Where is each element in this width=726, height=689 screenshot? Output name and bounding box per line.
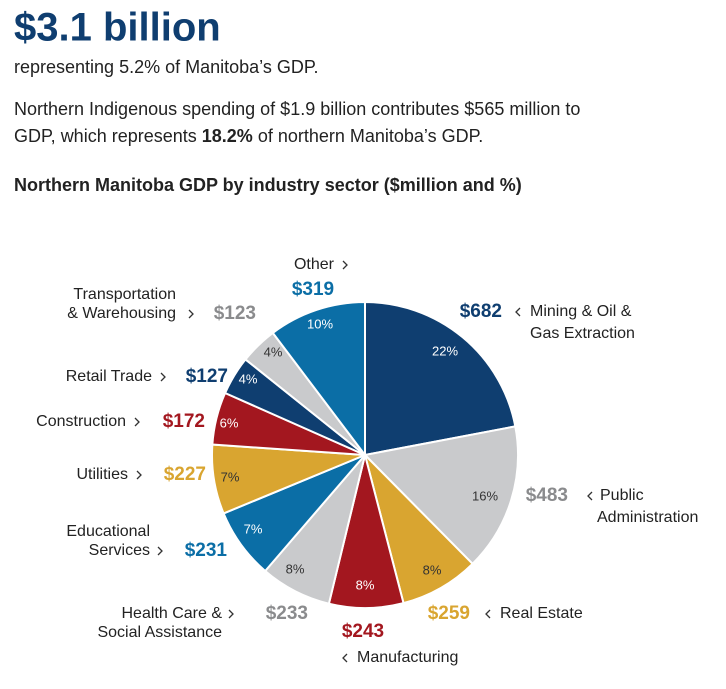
- percent-label: 16%: [472, 488, 498, 503]
- value-label: $682: [460, 301, 502, 322]
- category-label: Mining & Oil &: [530, 303, 632, 320]
- category-label: Public: [600, 487, 644, 504]
- arrow: [157, 546, 163, 556]
- category-label: Social Assistance: [97, 624, 222, 641]
- category-label: Administration: [597, 509, 698, 526]
- chart-title: Northern Manitoba GDP by industry sector…: [14, 175, 522, 195]
- paragraph-emphasis: 18.2%: [202, 126, 253, 146]
- value-label: $259: [428, 603, 470, 624]
- arrow: [515, 307, 521, 317]
- category-label: Manufacturing: [357, 649, 458, 666]
- percent-label: 8%: [356, 577, 375, 592]
- value-label: $231: [185, 540, 228, 561]
- percent-label: 4%: [239, 371, 258, 386]
- category-label: Construction: [36, 413, 126, 430]
- category-label: Retail Trade: [66, 368, 152, 385]
- value-label: $233: [266, 603, 308, 624]
- category-label: Real Estate: [500, 605, 583, 622]
- category-label: Educational: [66, 523, 150, 540]
- value-label: $127: [186, 366, 228, 387]
- arrow: [160, 372, 166, 382]
- arrow: [587, 491, 593, 501]
- arrow: [134, 417, 140, 427]
- pie-slice: [364, 300, 517, 457]
- percent-label: 4%: [264, 344, 283, 359]
- percent-label: 10%: [307, 316, 333, 331]
- value-label: $123: [214, 303, 256, 324]
- category-label: & Warehousing: [67, 305, 176, 322]
- arrow: [485, 609, 491, 619]
- category-label: Services: [89, 542, 150, 559]
- value-label: $483: [526, 485, 568, 506]
- value-label: $227: [164, 464, 206, 485]
- arrow: [136, 470, 142, 480]
- paragraph-text: GDP, which represents: [14, 126, 202, 146]
- headline: $3.1 billion: [14, 6, 221, 50]
- category-label: Utilities: [76, 466, 128, 483]
- pie-slice: [362, 425, 519, 566]
- subline: representing 5.2% of Manitoba’s GDP.: [14, 57, 319, 77]
- paragraph-line: Northern Indigenous spending of $1.9 bil…: [14, 99, 580, 119]
- percent-label: 8%: [423, 562, 442, 577]
- percent-label: 7%: [221, 469, 240, 484]
- category-label: Transportation: [73, 286, 176, 303]
- value-label: $319: [292, 279, 334, 300]
- paragraph-text: of northern Manitoba’s GDP.: [253, 126, 483, 146]
- value-label: $172: [163, 411, 205, 432]
- percent-label: 8%: [286, 561, 305, 576]
- paragraph-line: GDP, which represents 18.2% of northern …: [14, 126, 483, 146]
- category-label: Health Care &: [122, 605, 223, 622]
- percent-label: 7%: [244, 521, 263, 536]
- pie-slice: [271, 300, 366, 458]
- arrow: [342, 260, 348, 270]
- arrow: [188, 309, 194, 319]
- percent-label: 6%: [220, 415, 239, 430]
- category-label: Other: [294, 256, 335, 273]
- arrow: [342, 653, 348, 663]
- arrow: [228, 609, 234, 619]
- percent-label: 22%: [432, 343, 458, 358]
- value-label: $243: [342, 621, 384, 642]
- category-label: Gas Extraction: [530, 325, 635, 342]
